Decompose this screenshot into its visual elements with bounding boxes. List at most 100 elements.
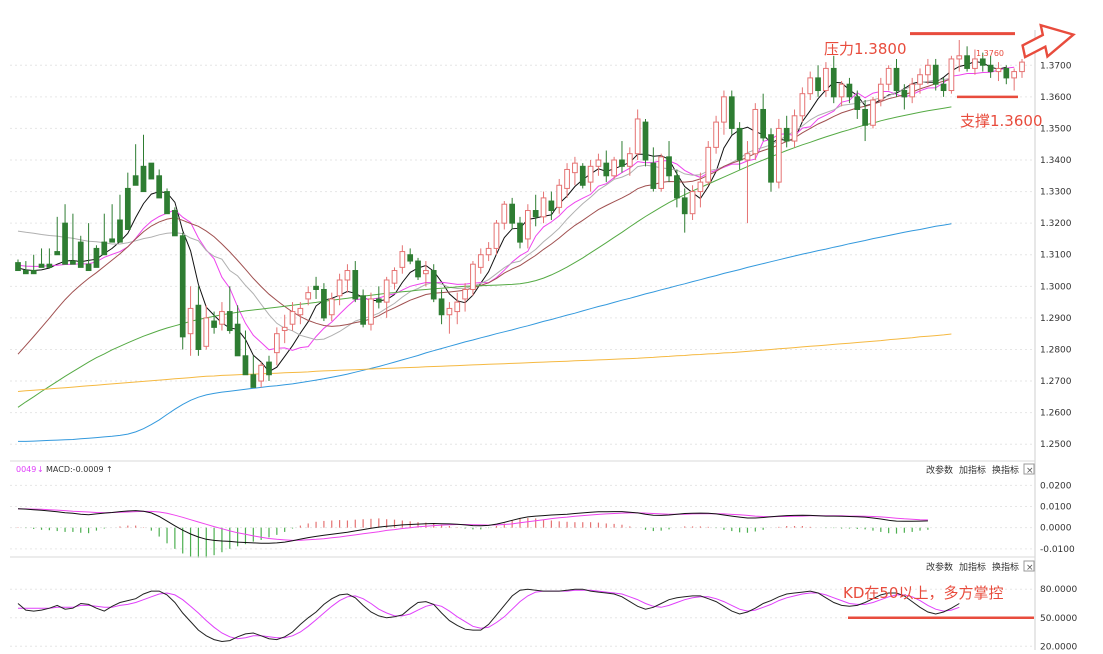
candle — [85, 223, 92, 272]
swap-indicator-button[interactable]: 换指标 — [992, 464, 1019, 476]
candle — [611, 156, 617, 179]
arrow-up-icon: ↑ — [106, 465, 113, 474]
kd-k-line — [17, 588, 960, 643]
candle — [117, 194, 123, 243]
candle — [689, 185, 696, 220]
candle — [548, 191, 555, 220]
candle — [140, 134, 147, 193]
kd-toolbar: 改参数 加指标 换指标 × — [926, 560, 1035, 573]
candle — [1019, 58, 1025, 78]
candle — [101, 213, 108, 256]
price-axis: 1.3700 1.3600 1.3500 1.3400 1.3300 1.3200 1.31… — [1040, 61, 1072, 450]
candle — [368, 292, 374, 331]
macd-tick-label: 0.0200 — [1040, 481, 1072, 491]
candle — [972, 49, 978, 75]
candle — [752, 103, 759, 160]
candle — [619, 141, 625, 173]
candle — [423, 261, 429, 287]
candle — [313, 276, 319, 299]
close-panel-button[interactable] — [1023, 463, 1035, 475]
macd-axis: 0.0200 0.0100 0.0000 -0.0100 — [1040, 481, 1075, 554]
candle — [532, 194, 539, 227]
candle — [658, 153, 665, 192]
macd-tick-label: 0.0000 — [1040, 524, 1072, 534]
candle — [870, 96, 876, 129]
kd-axis: 80.0000 50.0000 20.0000 — [1040, 585, 1077, 652]
support-label: 支撑1.3600 — [960, 112, 1043, 130]
candle — [62, 204, 68, 265]
candle — [666, 141, 672, 183]
kd-tick-label: 50.0000 — [1040, 614, 1077, 624]
candle — [775, 118, 782, 189]
candle — [321, 283, 327, 322]
price-tick-label: 1.3700 — [1040, 61, 1072, 71]
kd-swap-indicator-button[interactable]: 换指标 — [992, 561, 1019, 573]
candle — [172, 207, 178, 237]
macd-tick-label: -0.0100 — [1040, 545, 1075, 555]
price-panel — [15, 40, 1025, 442]
candle — [517, 216, 523, 249]
kd-annotation: KD在50以上，多方掌控 — [843, 584, 1003, 602]
candle — [964, 46, 970, 72]
candle — [674, 169, 680, 208]
candle — [705, 141, 712, 186]
kd-add-indicator-button[interactable]: 加指标 — [959, 561, 986, 573]
kd-d-line — [18, 589, 960, 640]
candle — [415, 257, 421, 280]
ma250-line — [17, 333, 952, 392]
candle — [509, 197, 516, 230]
candle — [862, 100, 868, 142]
candle — [823, 62, 829, 97]
candle — [697, 172, 704, 208]
candle — [995, 62, 1002, 82]
candle — [799, 87, 806, 123]
price-tick-label: 1.3300 — [1040, 188, 1072, 198]
candle — [815, 65, 821, 97]
candle — [15, 259, 21, 272]
candle — [148, 162, 155, 180]
candle — [226, 286, 233, 334]
up-right-arrow-icon — [1021, 23, 1076, 59]
add-indicator-button[interactable]: 加指标 — [959, 464, 986, 476]
price-tick-label: 1.3500 — [1040, 124, 1072, 134]
kd-close-icon: × — [1026, 563, 1034, 573]
candle — [454, 292, 461, 325]
price-tick-label: 1.2600 — [1040, 409, 1072, 419]
macd-toolbar: 改参数 加指标 换指标 × — [926, 463, 1035, 476]
kd-tick-label: 80.0000 — [1040, 585, 1077, 595]
kd-close-panel-button[interactable] — [1023, 560, 1035, 572]
candle — [305, 286, 312, 306]
candle — [909, 77, 916, 104]
price-tick-label: 1.3000 — [1040, 282, 1072, 292]
candle — [344, 264, 351, 293]
kd-change-params-button[interactable]: 改参数 — [926, 561, 953, 573]
candle — [273, 327, 280, 366]
candle — [266, 355, 272, 382]
ma10-line — [17, 66, 1015, 351]
price-tick-label: 1.3600 — [1040, 93, 1072, 103]
candle — [219, 302, 225, 331]
candle — [893, 58, 900, 97]
candle — [556, 178, 563, 214]
change-params-button[interactable]: 改参数 — [926, 464, 953, 476]
price-tick-label: 1.2500 — [1040, 440, 1072, 450]
candle — [885, 65, 892, 91]
candle — [195, 286, 202, 356]
candle — [721, 90, 727, 135]
macd-header: 0049 ↓ MACD:-0.0009 ↑ — [16, 465, 113, 474]
candle — [634, 109, 641, 160]
candle — [940, 77, 947, 97]
candle — [470, 261, 476, 296]
candle — [289, 302, 296, 331]
candle — [124, 172, 131, 230]
candle — [407, 248, 414, 265]
price-tick-label: 1.3400 — [1040, 156, 1072, 166]
price-tick-label: 1.3100 — [1040, 251, 1072, 261]
candle — [93, 245, 100, 268]
candle — [572, 156, 578, 186]
candle — [925, 58, 931, 85]
price-tick-label: 1.2700 — [1040, 377, 1072, 387]
candle — [681, 188, 688, 233]
candle — [807, 71, 814, 100]
